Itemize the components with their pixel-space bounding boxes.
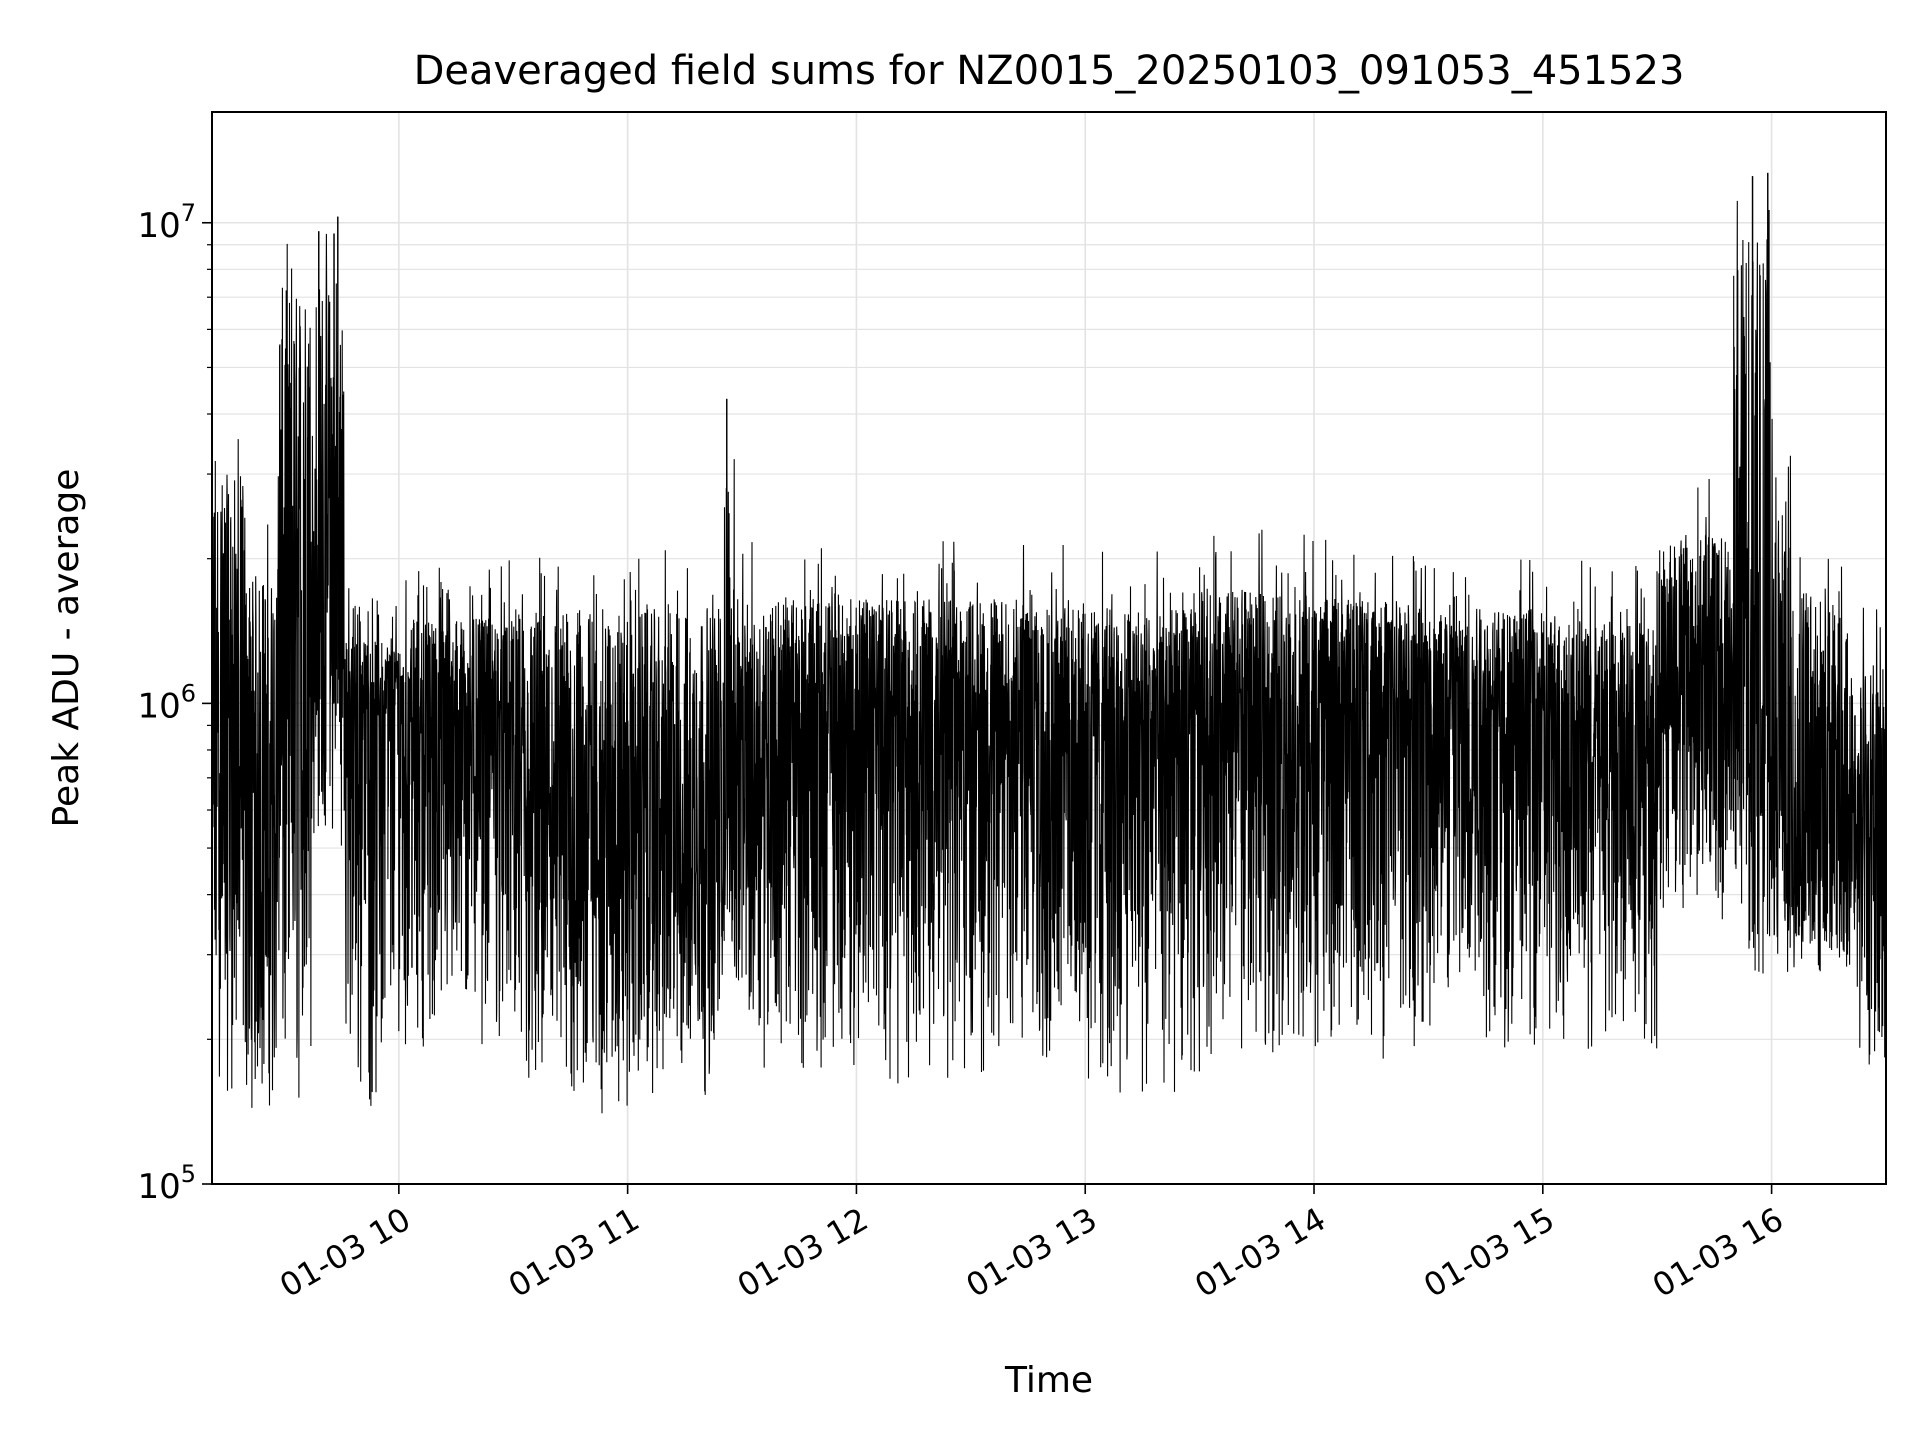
x-axis-label: Time: [1004, 1360, 1093, 1401]
x-tick-label: 01-03 15: [1417, 1200, 1561, 1305]
y-axis: 105 106 107: [137, 199, 212, 1207]
y-tick-label: 107: [137, 199, 196, 246]
x-tick-label: 01-03 13: [960, 1200, 1104, 1305]
chart-title: Deaveraged field sums for NZ0015_2025010…: [414, 48, 1685, 94]
x-axis: 01-03 10 01-03 11 01-03 12 01-03 13 01-03 14…: [273, 1184, 1790, 1305]
y-tick-label: 105: [137, 1160, 196, 1207]
series-line: [212, 172, 1886, 1114]
x-tick-label: 01-03 10: [273, 1200, 417, 1305]
x-tick-label: 01-03 12: [731, 1200, 875, 1305]
x-tick-label: 01-03 11: [502, 1200, 646, 1305]
series-layer: [212, 172, 1886, 1114]
y-axis-label: Peak ADU - average: [46, 469, 87, 828]
plot-frame: [211, 111, 1887, 1185]
x-tick-label: 01-03 16: [1646, 1200, 1790, 1305]
x-tick-label: 01-03 14: [1188, 1200, 1332, 1305]
y-tick-label: 106: [137, 679, 196, 726]
